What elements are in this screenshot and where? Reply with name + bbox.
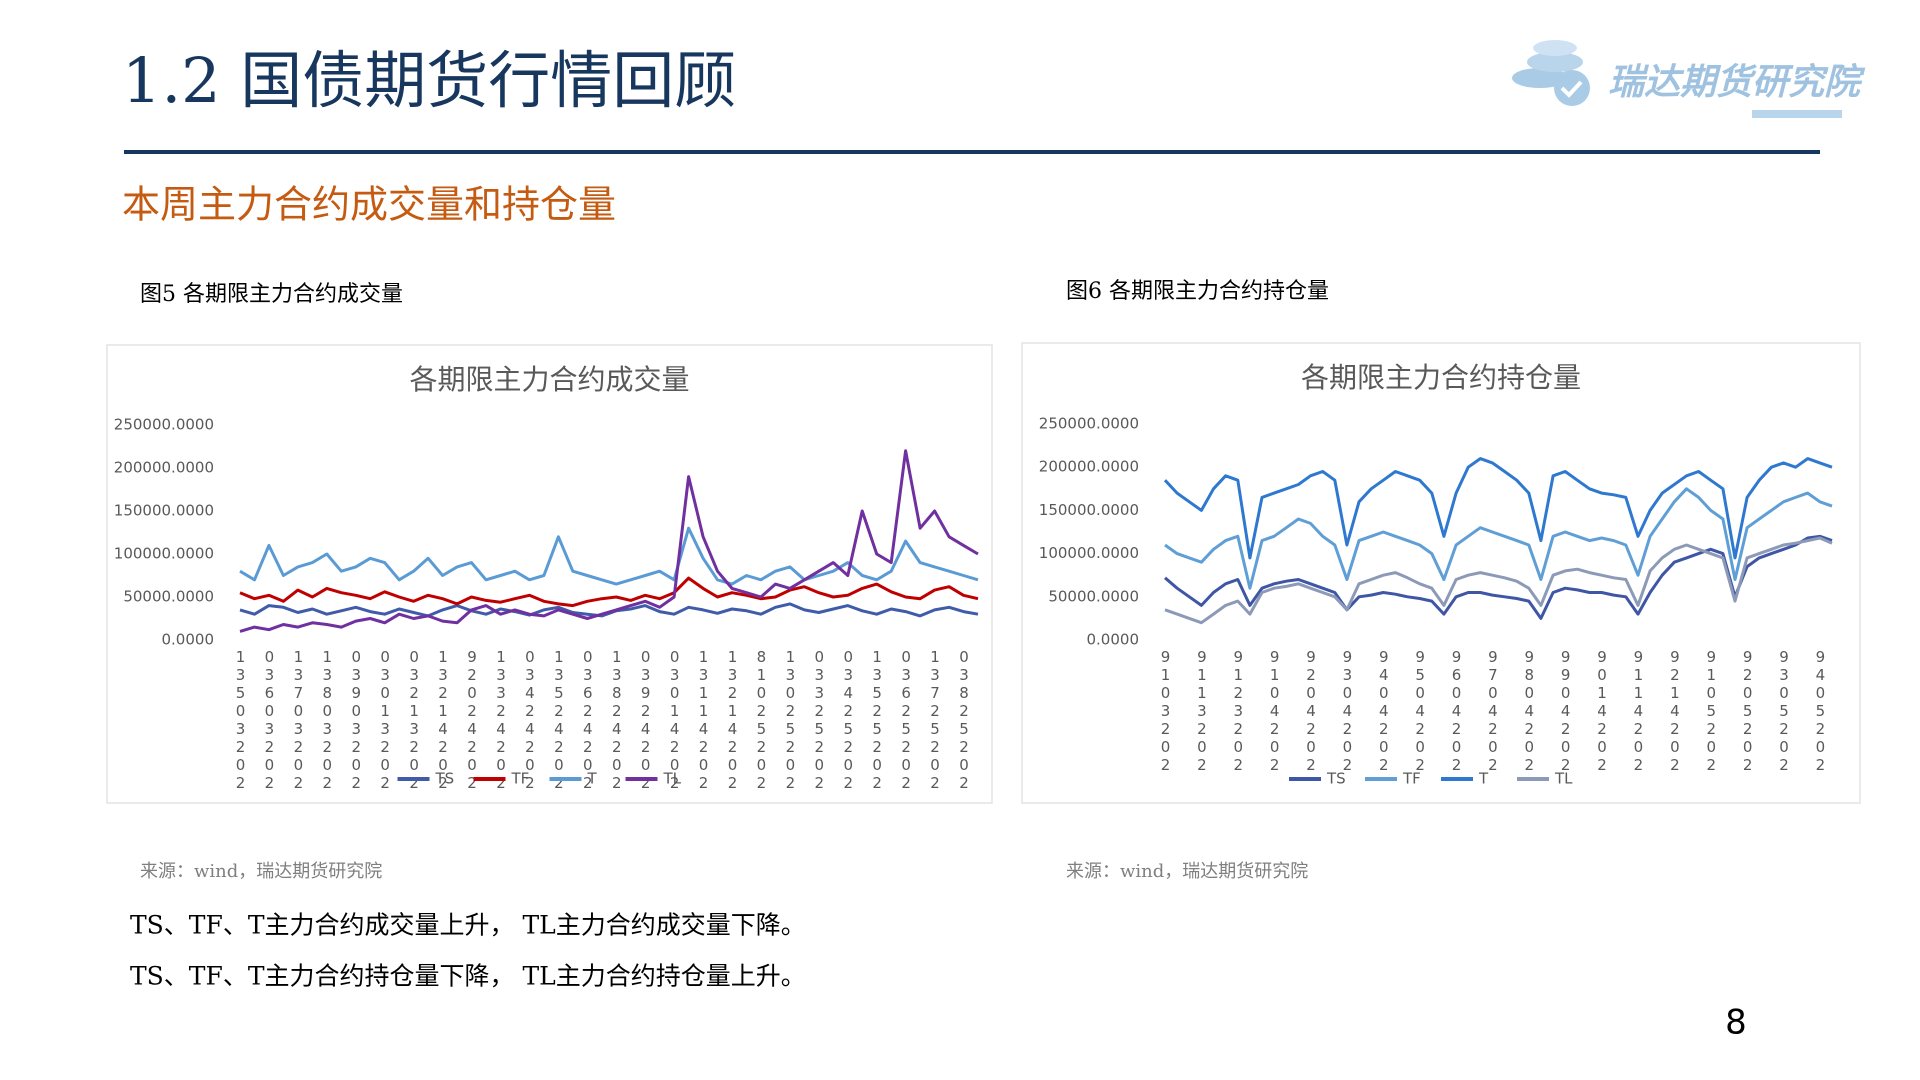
x-tick-label: 13503202	[232, 648, 250, 792]
x-tick-label: 13214202	[434, 648, 452, 792]
x-tick-label: 03924202	[637, 648, 655, 792]
y-tick-label: 200000.0000	[114, 459, 214, 477]
x-tick-label: 13525202	[868, 648, 886, 792]
x-tick-label: 9304202	[1338, 648, 1356, 774]
x-tick-label: 13214202	[724, 648, 742, 792]
section-subtitle: 本周主力合约成交量和持仓量	[122, 183, 616, 227]
title-rule	[124, 150, 1820, 154]
y-tick-label: 200000.0000	[1039, 458, 1139, 476]
page-number: 8	[1725, 1003, 1747, 1043]
x-tick-label: 9214202	[1666, 648, 1684, 774]
legend-label: TL	[1554, 770, 1573, 788]
x-tick-label: 9604202	[1448, 648, 1466, 774]
legend-label: TF	[511, 770, 530, 788]
series-line	[239, 526, 979, 586]
y-tick-label: 150000.0000	[1039, 501, 1139, 519]
x-tick-label: 03625202	[897, 648, 915, 792]
x-tick-label: 13725202	[926, 648, 944, 792]
y-tick-label: 0.0000	[162, 631, 215, 649]
x-tick-label: 03425202	[839, 648, 857, 792]
x-tick-label: 9014202	[1593, 648, 1611, 774]
series-line	[1164, 487, 1833, 590]
x-tick-label: 13524202	[550, 648, 568, 792]
x-tick-label: 9103202	[1157, 648, 1175, 774]
x-tick-label: 9204202	[1302, 648, 1320, 774]
series-line	[1164, 536, 1833, 625]
x-tick-label: 9123202	[1229, 648, 1247, 774]
x-tick-label: 9104202	[1266, 648, 1284, 774]
x-tick-label: 9504202	[1411, 648, 1429, 774]
x-tick-label: 03825202	[955, 648, 973, 792]
x-tick-label: 9114202	[1629, 648, 1647, 774]
y-tick-label: 50000.0000	[1048, 587, 1139, 605]
logo-check	[1554, 70, 1590, 106]
legend-label: TS	[435, 770, 455, 788]
y-tick-label: 150000.0000	[114, 502, 214, 520]
chart-title: 各期限主力合约成交量	[409, 363, 689, 396]
x-tick-label: 03603202	[260, 648, 278, 792]
figure-caption: 图6 各期限主力合约持仓量	[1066, 279, 1329, 304]
x-tick-label: 92024202	[463, 648, 481, 792]
x-tick-label: 03013202	[376, 648, 394, 792]
logo-coin	[1512, 68, 1568, 88]
figure-source: 来源：wind，瑞达期货研究院	[140, 861, 382, 882]
y-tick-label: 0.0000	[1087, 631, 1140, 649]
x-tick-label: 81025202	[752, 648, 770, 792]
y-tick-label: 100000.0000	[114, 545, 214, 563]
x-tick-label: 9804202	[1520, 648, 1538, 774]
legend-label: TF	[1402, 770, 1421, 788]
x-tick-label: 13803202	[318, 648, 336, 792]
x-tick-label: 03213202	[405, 648, 423, 792]
y-tick-label: 250000.0000	[1039, 415, 1139, 433]
logo-text: 瑞达期货研究院	[1608, 62, 1866, 103]
x-tick-label: 13324202	[492, 648, 510, 792]
x-tick-label: 13824202	[608, 648, 626, 792]
slide-title: 1.2 国债期货行情回顾	[122, 44, 736, 117]
series-line	[1163, 457, 1833, 560]
x-tick-label: 9113202	[1193, 648, 1211, 774]
x-tick-label: 9205202	[1739, 648, 1757, 774]
legend-label: TL	[663, 770, 682, 788]
x-tick-label: 13025202	[781, 648, 799, 792]
x-tick-label: 9305202	[1775, 648, 1793, 774]
y-tick-label: 100000.0000	[1039, 544, 1139, 562]
logo-check-mark	[1560, 80, 1583, 98]
x-tick-label: 9404202	[1375, 648, 1393, 774]
logo-coin	[1527, 52, 1583, 72]
x-tick-label: 9904202	[1557, 648, 1575, 774]
x-tick-label: 03624202	[579, 648, 597, 792]
legend-label: T	[587, 770, 598, 788]
x-tick-label: 03424202	[521, 648, 539, 792]
x-tick-label: 03325202	[810, 648, 828, 792]
x-tick-label: 03903202	[347, 648, 365, 792]
note: TS、TF、T主力合约持仓量下降， TL主力合约持仓量上升。	[130, 962, 806, 991]
figure-source: 来源：wind，瑞达期货研究院	[1066, 861, 1308, 882]
logo-bar	[1752, 110, 1842, 118]
legend-label: T	[1478, 770, 1489, 788]
legend-label: TS	[1326, 770, 1346, 788]
x-tick-label: 03014202	[666, 648, 684, 792]
x-tick-label: 13114202	[695, 648, 713, 792]
x-tick-label: 9704202	[1484, 648, 1502, 774]
y-tick-label: 250000.0000	[114, 416, 214, 434]
logo-coin	[1533, 40, 1577, 56]
x-tick-label: 13703202	[289, 648, 307, 792]
x-tick-label: 9405202	[1811, 648, 1829, 774]
figure-caption: 图5 各期限主力合约成交量	[140, 282, 403, 307]
series-line	[239, 576, 979, 608]
x-tick-label: 9105202	[1702, 648, 1720, 774]
logo: 瑞达期货研究院	[1512, 40, 1866, 118]
chart-title: 各期限主力合约持仓量	[1301, 361, 1581, 394]
y-tick-label: 50000.0000	[123, 588, 214, 606]
series-line	[1164, 534, 1833, 620]
series-line	[239, 449, 979, 633]
note: TS、TF、T主力合约成交量上升， TL主力合约成交量下降。	[130, 911, 806, 940]
